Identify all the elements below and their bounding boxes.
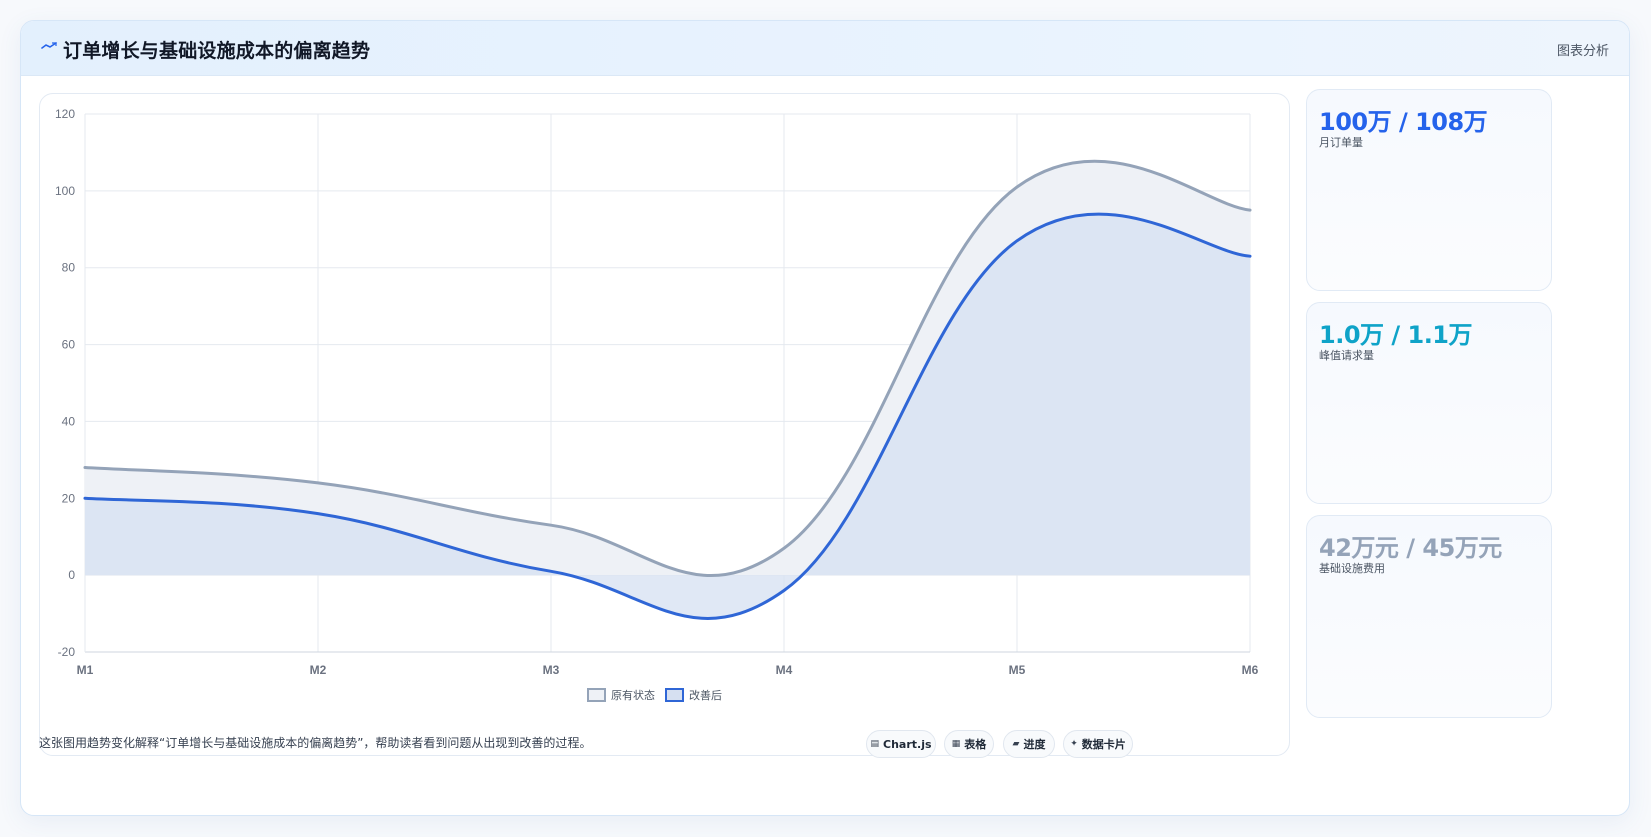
stat-value: 100万 / 108万 — [1319, 108, 1488, 136]
stat-value: 1.0万 / 1.1万 — [1319, 321, 1473, 349]
x-tick-label: M1 — [77, 663, 94, 677]
y-tick-label: 0 — [68, 568, 75, 582]
chip-label: Chart.js — [883, 737, 932, 751]
y-tick-label: 80 — [62, 261, 76, 275]
chip-table[interactable]: ▦ 表格 — [944, 730, 994, 758]
chip-label: 进度 — [1023, 738, 1046, 751]
legend-label: 原有状态 — [611, 688, 655, 702]
stat-card-orders: 100万 / 108万 月订单量 — [1306, 89, 1552, 291]
x-tick-label: M4 — [776, 663, 793, 677]
x-tick-label: M6 — [1242, 663, 1259, 677]
stat-card-cost: 42万元 / 45万元 基础设施费用 — [1306, 515, 1552, 718]
series-area — [85, 214, 1250, 619]
y-tick-label: 120 — [55, 107, 75, 121]
area-chart: -20 0 20 40 60 80 100 120 M1 M2 M3 M4 M5 M6 原有状态 改善后 — [55, 107, 1259, 702]
x-tick-label: M2 — [310, 663, 327, 677]
table-icon: ▦ — [951, 739, 961, 749]
card-header: 订单增长与基础设施成本的偏离趋势 图表分析 — [21, 21, 1629, 76]
stat-label: 峰值请求量 — [1319, 349, 1374, 362]
y-tick-label: 40 — [62, 414, 76, 428]
chart-analysis-link[interactable]: 图表分析 — [1556, 44, 1609, 59]
series-line — [83, 159, 1252, 577]
chip-progress[interactable]: ▰ 进度 — [1003, 730, 1055, 758]
y-tick-label: 60 — [62, 338, 76, 352]
chart-description: 这张图用趋势变化解释“订单增长与基础设施成本的偏离趋势”，帮助读者看到问题从出现… — [39, 736, 592, 750]
stat-value: 42万元 / 45万元 — [1319, 534, 1502, 562]
legend-label: 改善后 — [689, 688, 722, 702]
chip-label: 数据卡片 — [1081, 738, 1126, 751]
chart-icon: ▤ — [870, 739, 879, 749]
y-tick-label: 100 — [55, 184, 75, 198]
stat-card-requests: 1.0万 / 1.1万 峰值请求量 — [1306, 302, 1552, 504]
legend-swatch — [665, 688, 684, 702]
legend-swatch — [587, 688, 606, 702]
x-tick-label: M3 — [543, 663, 560, 677]
stat-label: 月订单量 — [1319, 136, 1363, 149]
chip-data-card[interactable]: ✦ 数据卡片 — [1063, 730, 1133, 758]
chart-panel: -20 0 20 40 60 80 100 120 M1 M2 M3 M4 M5 M6 原有状态 改善后 — [39, 93, 1290, 756]
progress-icon: ▰ — [1012, 739, 1020, 749]
trend-icon — [41, 42, 57, 49]
page-title: 订单增长与基础设施成本的偏离趋势 — [63, 40, 371, 62]
y-tick-label: -20 — [58, 645, 76, 659]
chip-chartjs[interactable]: ▤ Chart.js — [866, 730, 936, 758]
stat-label: 基础设施费用 — [1319, 562, 1385, 575]
y-tick-label: 20 — [62, 491, 76, 505]
series-line — [83, 212, 1252, 620]
chip-label: 表格 — [964, 738, 987, 751]
chart-card: 订单增长与基础设施成本的偏离趋势 图表分析 -20 0 20 40 60 80 100 120… — [20, 20, 1630, 816]
sparkle-icon: ✦ — [1070, 739, 1078, 749]
x-tick-label: M5 — [1009, 663, 1026, 677]
